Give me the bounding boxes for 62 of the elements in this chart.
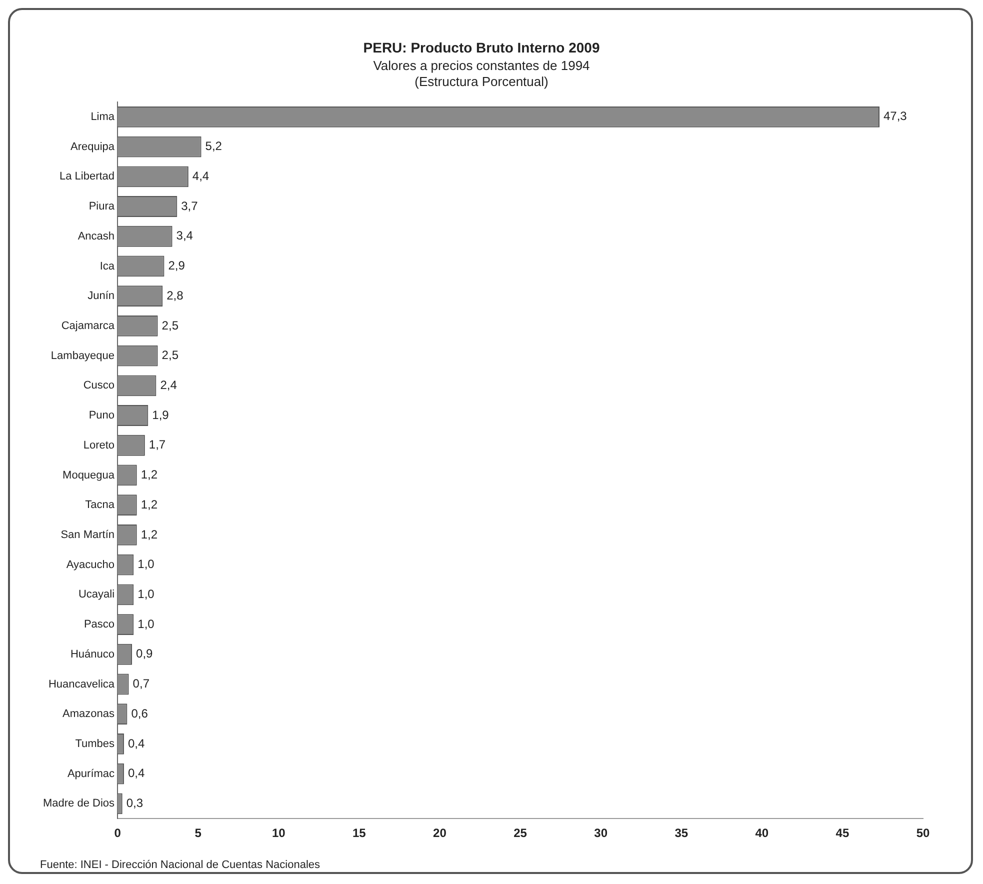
- data-label: 0,6: [131, 706, 148, 720]
- x-tick-label: 35: [674, 826, 688, 840]
- y-tick-label: Amazonas: [62, 708, 116, 720]
- y-tick-label: Lima: [90, 110, 116, 123]
- data-label: 4,4: [192, 168, 210, 183]
- data-label: 2,4: [160, 378, 178, 392]
- y-tick-label: Ayacucho: [66, 558, 115, 571]
- y-tick-label: Loreto: [83, 439, 115, 452]
- data-label: 5,2: [205, 139, 222, 154]
- data-label: 3,4: [176, 228, 194, 243]
- y-tick-label: Arequipa: [70, 140, 116, 153]
- data-label: 2,5: [162, 348, 179, 362]
- y-tick-label: Moquegua: [62, 469, 116, 482]
- y-tick-label: Huánuco: [70, 648, 115, 660]
- y-tick-label: Cajamarca: [61, 320, 116, 332]
- y-tick-label: La Libertad: [59, 170, 115, 183]
- x-tick-label: 25: [514, 826, 528, 840]
- y-tick-label: Cusco: [83, 380, 115, 392]
- y-tick-label: San Martín: [60, 528, 115, 541]
- x-tick-label: 5: [194, 826, 202, 840]
- data-label: 1,2: [140, 468, 158, 482]
- data-label: 3,7: [181, 198, 198, 213]
- data-label: 1,2: [140, 527, 158, 542]
- y-tick-label: Huancavelica: [48, 678, 116, 690]
- data-label: 0,4: [128, 766, 145, 780]
- x-tick-label: 50: [916, 826, 930, 840]
- data-label: 0,7: [132, 676, 150, 691]
- y-tick-label: Madre de Dios: [42, 798, 116, 810]
- y-tick-label: Ucayali: [78, 588, 115, 601]
- data-label: 2,5: [162, 318, 179, 332]
- data-label: 1,7: [148, 438, 166, 452]
- data-label: 0,3: [126, 796, 144, 810]
- data-label: 0,4: [128, 736, 145, 750]
- x-tick-label: 10: [272, 826, 286, 840]
- y-tick-label: Piura: [88, 200, 116, 213]
- y-tick-label: Lambayeque: [50, 350, 115, 362]
- x-tick-label: 15: [352, 826, 366, 840]
- x-tick-label: 30: [594, 826, 608, 840]
- data-label: 1,0: [138, 557, 155, 572]
- y-tick-label: Tumbes: [75, 738, 116, 750]
- data-label: 0,9: [136, 646, 154, 661]
- source-note: Fuente: INEI - Dirección Nacional de Cuentas Nacionales: [40, 859, 321, 871]
- data-label: 2,8: [166, 288, 184, 302]
- x-tick-label: 45: [836, 826, 850, 840]
- x-tick-label: 0: [114, 826, 122, 840]
- y-tick-label: Pasco: [84, 618, 115, 631]
- data-label: 47,3: [884, 109, 908, 124]
- data-label: 1,0: [138, 586, 155, 601]
- data-label: 1,2: [140, 497, 158, 512]
- data-label: 1,0: [138, 616, 155, 631]
- y-tick-label: Junín: [88, 290, 115, 302]
- chart-subtitle: Valores a precios constantes de 1994 (Estructura Porcentual): [373, 58, 590, 89]
- y-tick-label: Ancash: [78, 230, 115, 242]
- data-label: 1,9: [152, 408, 170, 422]
- y-tick-label: Tacna: [85, 499, 116, 512]
- y-tick-label: Puno: [88, 410, 115, 422]
- x-tick-label: 40: [755, 826, 769, 840]
- x-tick-label: 20: [433, 826, 447, 840]
- y-tick-label: Apurímac: [67, 768, 116, 780]
- data-label: 2,9: [168, 258, 186, 273]
- chart-title: PERU: Producto Bruto Interno 2009: [363, 39, 600, 56]
- y-tick-label: Ica: [100, 260, 116, 272]
